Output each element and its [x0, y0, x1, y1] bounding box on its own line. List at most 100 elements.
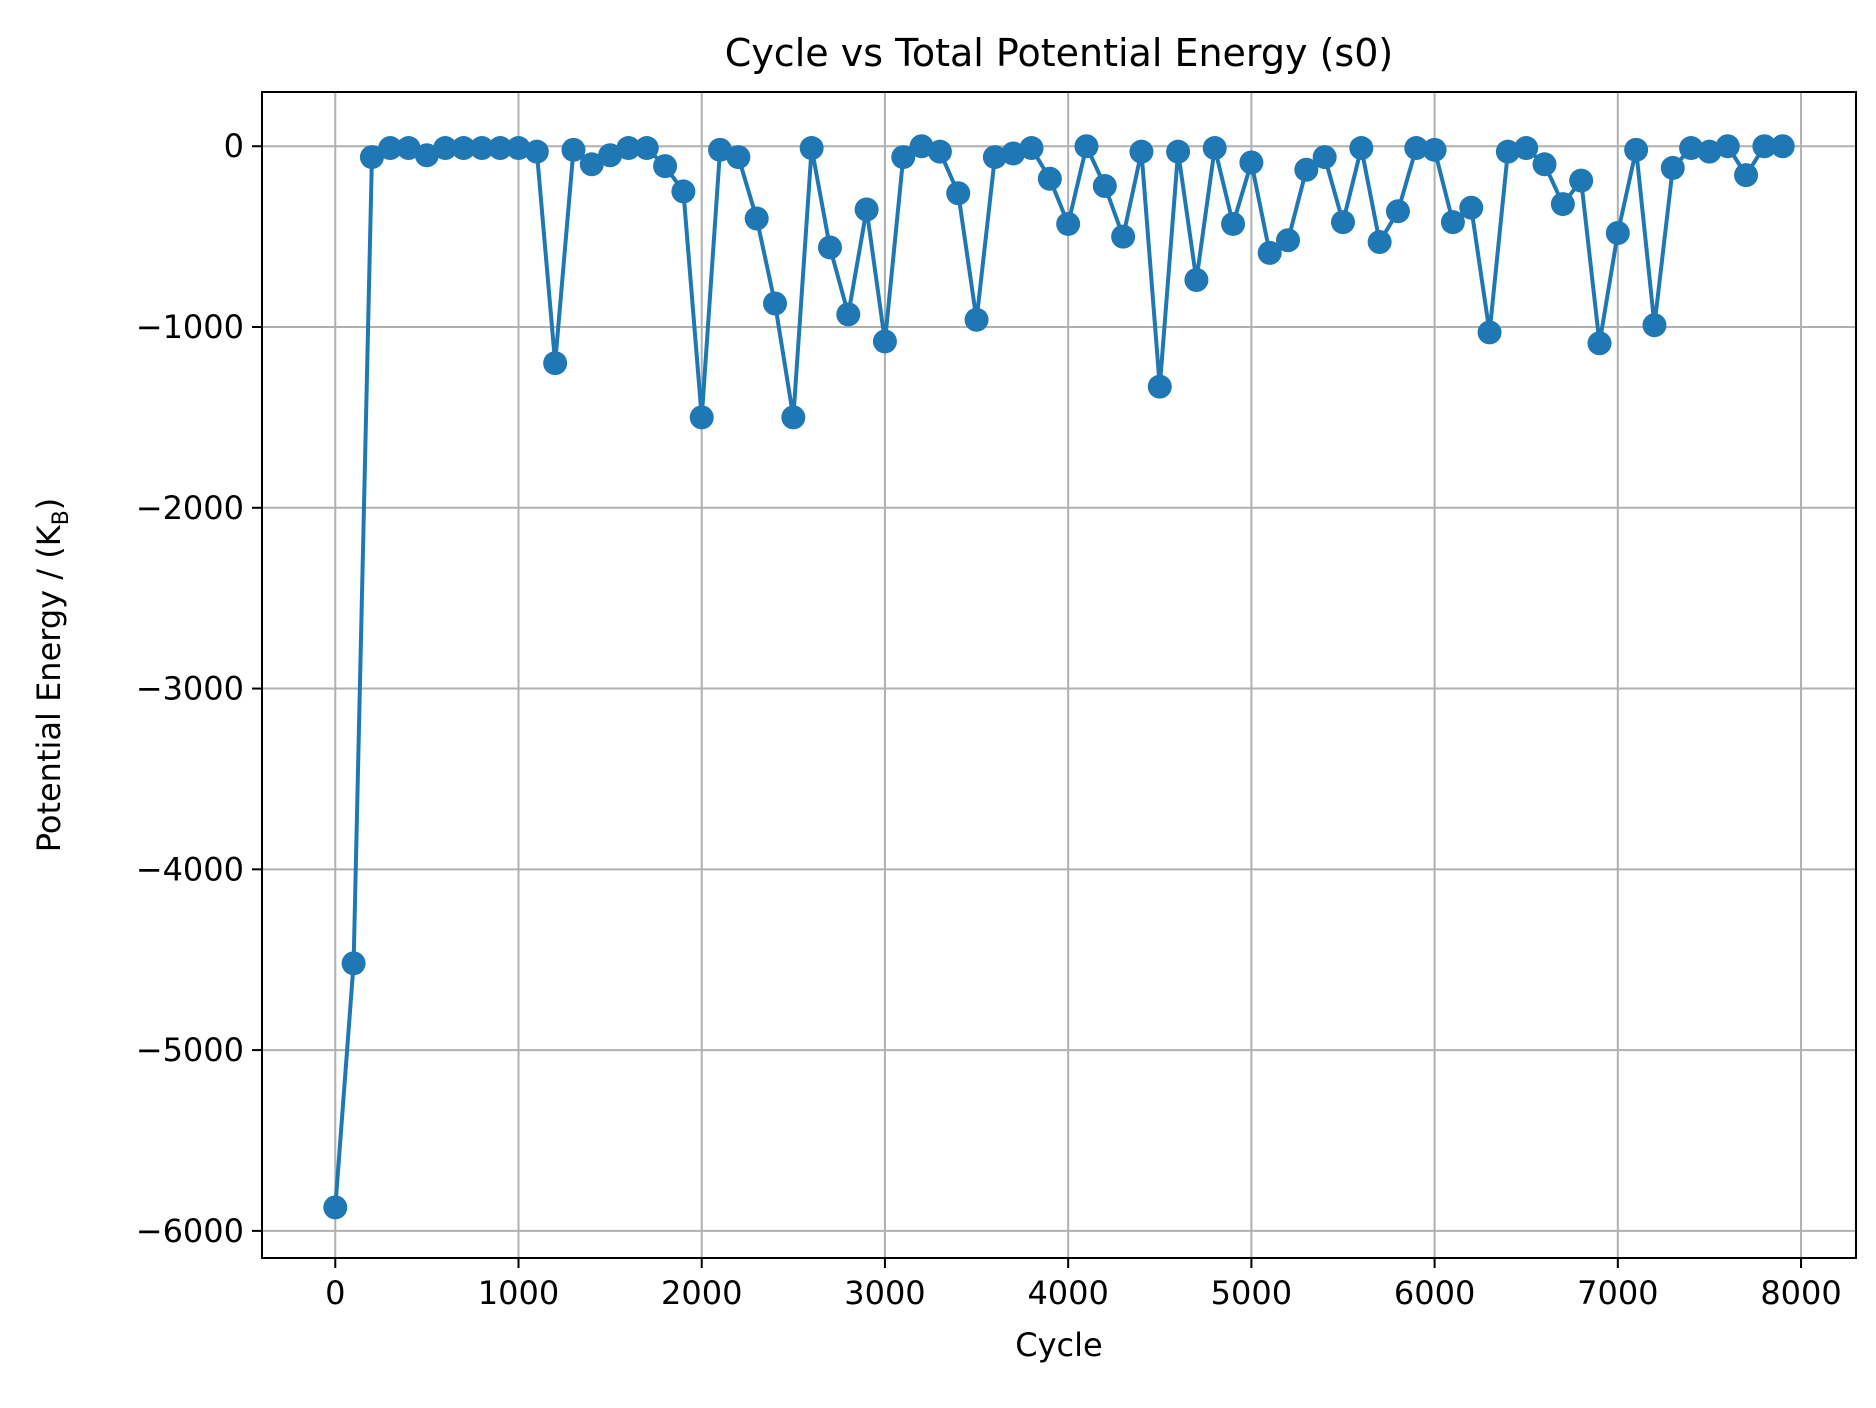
- data-point: [1734, 163, 1759, 188]
- data-point: [1660, 155, 1685, 180]
- data-point: [799, 136, 824, 161]
- data-point: [1715, 134, 1740, 159]
- x-tick-label: 0: [325, 1274, 345, 1312]
- x-tick-label: 7000: [1577, 1274, 1658, 1312]
- data-point: [1367, 230, 1392, 255]
- data-point: [1642, 313, 1667, 338]
- data-point: [1001, 141, 1026, 166]
- data-point: [1074, 134, 1099, 159]
- data-point: [1221, 211, 1246, 236]
- data-point: [927, 139, 952, 164]
- y-axis-label-main: Potential Energy / (K: [30, 524, 68, 852]
- data-point: [634, 136, 659, 161]
- data-point: [1037, 166, 1062, 191]
- data-point: [1752, 134, 1777, 159]
- data-point: [378, 136, 403, 161]
- data-point: [579, 152, 604, 177]
- data-point: [1056, 211, 1081, 236]
- y-axis-ticks: 0 −1000 −2000 −3000 −4000 −5000 −6000: [136, 127, 262, 1250]
- data-point: [396, 136, 421, 161]
- data-point: [854, 197, 879, 222]
- data-point: [1440, 210, 1465, 235]
- data-point: [1349, 136, 1374, 161]
- data-series: [323, 134, 1795, 1220]
- data-point: [726, 145, 751, 170]
- data-point: [1184, 268, 1209, 293]
- data-point: [488, 136, 513, 161]
- data-point: [1202, 136, 1227, 161]
- data-point: [1111, 224, 1136, 249]
- chart-title: Cycle vs Total Potential Energy (s0): [725, 31, 1393, 75]
- data-point: [671, 179, 696, 204]
- data-point: [1550, 192, 1575, 217]
- y-axis-label: Potential Energy / (KB): [30, 498, 74, 853]
- data-point: [1624, 137, 1649, 162]
- data-point: [744, 206, 769, 231]
- data-point: [1385, 199, 1410, 224]
- data-point: [1330, 210, 1355, 235]
- grid-lines: [262, 92, 1856, 1258]
- data-point: [891, 145, 916, 170]
- data-point: [872, 329, 897, 354]
- data-point: [1605, 221, 1630, 246]
- data-point: [359, 145, 384, 170]
- data-point: [836, 302, 861, 327]
- series-line: [333, 144, 1783, 1208]
- data-point: [653, 154, 678, 179]
- data-point: [1294, 157, 1319, 182]
- y-axis-label-close: ): [30, 498, 68, 510]
- y-tick-label: −3000: [136, 670, 244, 708]
- data-point: [1147, 374, 1172, 399]
- data-point: [1404, 136, 1429, 161]
- data-point: [561, 137, 586, 162]
- data-point: [433, 136, 458, 161]
- data-point: [524, 139, 549, 164]
- x-tick-label: 6000: [1394, 1274, 1475, 1312]
- data-point: [1239, 150, 1264, 175]
- data-point: [341, 951, 366, 976]
- x-tick-label: 2000: [661, 1274, 742, 1312]
- data-point: [543, 351, 568, 376]
- data-point: [1092, 174, 1117, 199]
- y-axis-label-subscript: B: [49, 510, 74, 525]
- data-point: [1569, 168, 1594, 193]
- x-tick-label: 3000: [844, 1274, 925, 1312]
- x-tick-label: 5000: [1211, 1274, 1292, 1312]
- data-point: [1422, 137, 1447, 162]
- data-point: [506, 136, 531, 161]
- data-point: [1495, 139, 1520, 164]
- data-point: [946, 181, 971, 206]
- plot-frame: [261, 91, 1857, 1259]
- y-tick-label: −5000: [136, 1031, 244, 1069]
- x-axis-ticks: 0 1000 2000 3000 4000 5000 6000 7000 8000: [325, 1258, 1842, 1312]
- data-point: [1697, 139, 1722, 164]
- data-point: [1532, 152, 1557, 177]
- data-point: [982, 145, 1007, 170]
- data-point: [1477, 320, 1502, 345]
- x-tick-label: 4000: [1027, 1274, 1108, 1312]
- data-point: [1019, 136, 1044, 161]
- data-point: [1459, 195, 1484, 220]
- data-point: [1514, 136, 1539, 161]
- data-point: [1587, 331, 1612, 356]
- data-point: [817, 235, 842, 260]
- data-point: [451, 136, 476, 161]
- y-tick-label: −2000: [136, 489, 244, 527]
- data-point: [964, 307, 989, 332]
- data-point: [469, 136, 494, 161]
- data-point: [1770, 134, 1795, 159]
- y-tick-label: −4000: [136, 850, 244, 888]
- data-point: [1276, 228, 1301, 253]
- x-tick-label: 8000: [1760, 1274, 1841, 1312]
- data-point: [763, 291, 788, 316]
- y-tick-label: −6000: [136, 1212, 244, 1250]
- data-point: [1679, 136, 1704, 161]
- data-point: [1129, 139, 1154, 164]
- data-point: [708, 137, 733, 162]
- y-tick-label: 0: [224, 127, 244, 165]
- data-point: [1312, 145, 1337, 170]
- data-point: [414, 143, 439, 168]
- x-axis-label: Cycle: [1015, 1326, 1102, 1364]
- data-point: [1257, 240, 1282, 265]
- data-point: [781, 405, 806, 430]
